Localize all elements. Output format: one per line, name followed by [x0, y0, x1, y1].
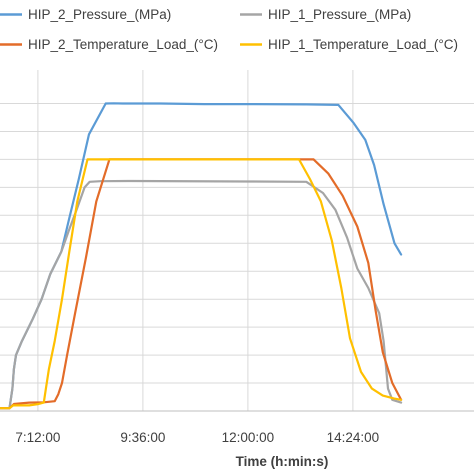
series-line-3	[0, 158, 403, 410]
series-lines	[0, 102, 403, 410]
x-tick-label: 7:12:00	[15, 430, 60, 445]
legend-label-1: HIP_1_Pressure_(MPa)	[268, 7, 411, 22]
legend: HIP_2_Pressure_(MPa) HIP_1_Pressure_(MPa)…	[0, 7, 458, 52]
legend-label-2: HIP_2_Temperature_Load_(°C)	[28, 37, 218, 52]
legend-label-0: HIP_2_Pressure_(MPa)	[28, 7, 171, 22]
grid-lines	[0, 70, 474, 412]
legend-label-3: HIP_1_Temperature_Load_(°C)	[268, 37, 458, 52]
x-tick-label: 14:24:00	[327, 430, 380, 445]
x-tick-labels: 7:12:00 9:36:00 12:00:00 14:24:00	[15, 430, 379, 445]
x-tick-label: 12:00:00	[222, 430, 275, 445]
x-tick-label: 9:36:00	[120, 430, 165, 445]
x-axis-title: Time (h:min:s)	[236, 454, 329, 469]
